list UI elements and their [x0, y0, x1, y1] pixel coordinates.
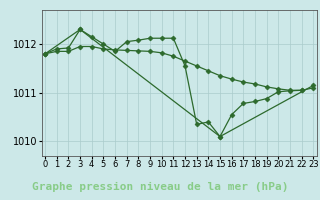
Text: Graphe pression niveau de la mer (hPa): Graphe pression niveau de la mer (hPa): [32, 181, 288, 192]
